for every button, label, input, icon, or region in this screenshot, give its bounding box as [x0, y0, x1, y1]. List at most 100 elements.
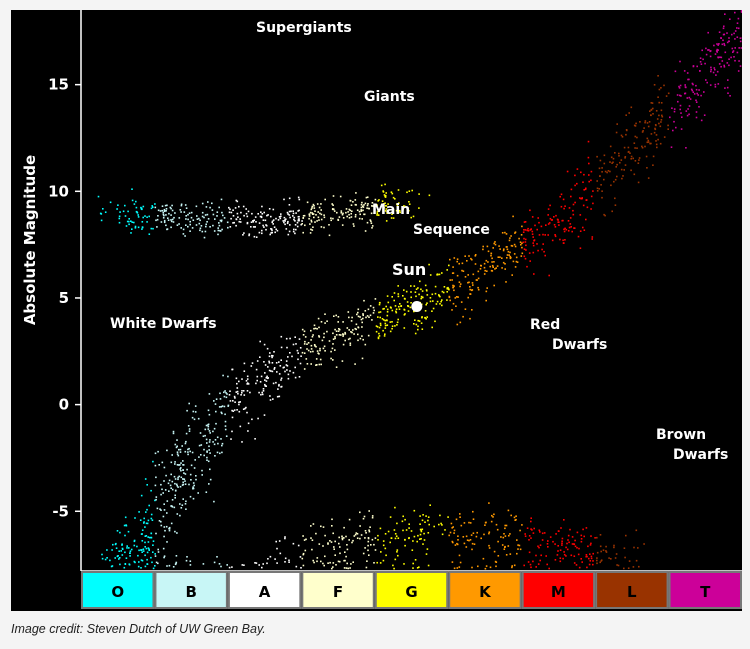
- star-point: [171, 218, 174, 221]
- star-point: [714, 68, 716, 71]
- star-point: [152, 540, 155, 542]
- star-point: [472, 532, 475, 534]
- star-point: [252, 226, 255, 228]
- star-point: [295, 343, 297, 345]
- star-point: [740, 10, 742, 12]
- star-point: [174, 443, 177, 446]
- star-point: [316, 350, 319, 352]
- star-point: [332, 532, 334, 535]
- star-point: [414, 291, 417, 293]
- star-point: [142, 216, 144, 219]
- star-point: [124, 204, 126, 207]
- star-point: [168, 564, 171, 567]
- star-point: [514, 231, 517, 233]
- star-point: [578, 547, 580, 550]
- star-point: [710, 68, 712, 71]
- star-point: [368, 530, 371, 533]
- star-point: [552, 540, 554, 543]
- star-point: [567, 220, 570, 222]
- star-point: [283, 221, 285, 224]
- star-point: [432, 300, 434, 302]
- star-point: [234, 397, 236, 399]
- star-point: [699, 61, 702, 63]
- star-point: [226, 221, 229, 224]
- star-point: [332, 566, 334, 568]
- star-point: [301, 351, 304, 354]
- star-point: [546, 543, 549, 545]
- star-point: [313, 324, 316, 327]
- star-point: [144, 526, 146, 528]
- star-point: [176, 439, 178, 441]
- star-point: [404, 539, 406, 541]
- star-point: [590, 195, 593, 198]
- star-point: [738, 47, 740, 49]
- star-point: [121, 548, 124, 550]
- star-point: [379, 562, 382, 564]
- star-point: [111, 565, 114, 567]
- star-point: [510, 244, 513, 247]
- star-point: [221, 444, 223, 447]
- star-point: [538, 221, 540, 224]
- star-point: [247, 383, 250, 385]
- star-point: [221, 405, 224, 407]
- star-point: [537, 249, 539, 252]
- star-point: [431, 293, 434, 296]
- star-point: [734, 30, 737, 32]
- star-point: [141, 208, 143, 211]
- star-point: [403, 297, 406, 300]
- star-point: [559, 238, 561, 241]
- star-point: [209, 452, 211, 454]
- star-point: [547, 540, 549, 542]
- star-point: [323, 336, 325, 339]
- star-point: [182, 460, 184, 462]
- star-point: [573, 555, 576, 557]
- star-point: [714, 86, 717, 88]
- star-point: [176, 513, 179, 515]
- star-point: [181, 445, 183, 447]
- star-point: [659, 142, 662, 145]
- star-point: [165, 525, 168, 528]
- star-point: [350, 212, 352, 215]
- star-point: [587, 545, 589, 548]
- star-point: [393, 292, 396, 294]
- star-point: [338, 560, 341, 563]
- star-point: [351, 210, 353, 212]
- star-point: [367, 537, 370, 540]
- star-point: [342, 333, 345, 336]
- star-point: [571, 543, 574, 545]
- star-point: [308, 217, 310, 220]
- star-point: [528, 539, 530, 541]
- star-point: [356, 209, 359, 211]
- star-point: [660, 121, 662, 123]
- star-point: [367, 540, 370, 543]
- star-point: [452, 302, 455, 305]
- star-point: [371, 202, 374, 204]
- star-point: [420, 295, 423, 298]
- star-point: [378, 303, 381, 306]
- star-point: [316, 328, 318, 330]
- star-point: [397, 285, 399, 287]
- star-point: [467, 296, 469, 299]
- star-point: [521, 252, 524, 255]
- star-point: [195, 205, 198, 208]
- star-point: [151, 205, 153, 207]
- star-point: [724, 87, 726, 89]
- star-point: [592, 560, 594, 562]
- star-point: [537, 545, 539, 548]
- star-point: [270, 232, 272, 234]
- star-point: [268, 208, 271, 210]
- star-point: [263, 211, 265, 214]
- star-point: [235, 199, 238, 202]
- star-point: [362, 313, 364, 315]
- star-point: [408, 523, 410, 525]
- star-point: [485, 290, 488, 293]
- star-point: [538, 529, 541, 532]
- star-point: [427, 532, 430, 534]
- star-point: [705, 79, 707, 81]
- star-point: [446, 288, 449, 290]
- star-point: [175, 489, 177, 492]
- star-point: [172, 430, 175, 433]
- star-point: [720, 65, 722, 68]
- star-point: [441, 272, 443, 274]
- star-point: [367, 203, 369, 205]
